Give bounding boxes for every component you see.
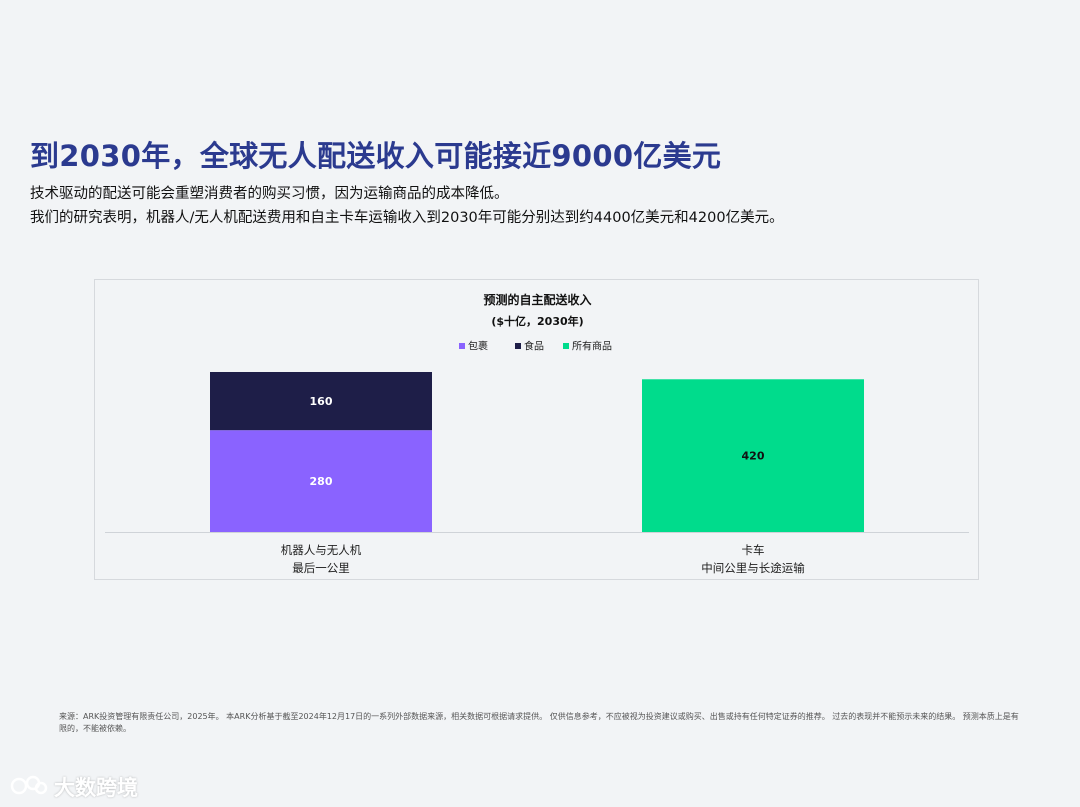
x-tick-label: 机器人与无人机 bbox=[281, 543, 362, 557]
chart-container: 预测的自主配送收入 ($十亿，2030年) 包裹 食品 所有商品 280 160 机器人与无人… bbox=[94, 279, 979, 580]
x-tick-label: 卡车 bbox=[742, 543, 765, 557]
bar-segment bbox=[210, 372, 432, 431]
chart-subtitle: ($十亿，2030年) bbox=[491, 314, 583, 328]
legend-label: 包裹 bbox=[468, 340, 488, 353]
bar-segment bbox=[210, 430, 432, 532]
bar-value-label: 160 bbox=[310, 395, 333, 408]
legend-label: 食品 bbox=[524, 340, 544, 353]
bar-value-label: 280 bbox=[310, 475, 333, 488]
bar-segment bbox=[642, 379, 864, 532]
legend-swatch bbox=[515, 343, 521, 349]
page-subtitle-1: 技术驱动的配送可能会重塑消费者的购买习惯，因为运输商品的成本降低。 bbox=[30, 186, 509, 202]
legend-swatch bbox=[459, 343, 465, 349]
page-subtitle-2: 我们的研究表明，机器人/无人机配送费用和自主卡车运输收入到2030年可能分别达到… bbox=[30, 210, 784, 226]
legend-label: 所有商品 bbox=[572, 340, 612, 353]
chart-svg: 预测的自主配送收入 ($十亿，2030年)包裹 食品 所有商品 280 160 机器人与无人… bbox=[105, 292, 969, 575]
legend-swatch bbox=[563, 343, 569, 349]
page-headline: 到2030年，全球无人配送收入可能接近9000亿美元 bbox=[30, 139, 722, 173]
watermark-text: 大数跨境 bbox=[54, 776, 138, 800]
watermark: 大数跨境 bbox=[10, 772, 138, 802]
chart-title: 预测的自主配送收入 bbox=[483, 292, 591, 307]
bar-value-label: 420 bbox=[742, 450, 765, 463]
watermark-logo-icon bbox=[10, 775, 48, 795]
x-tick-label: 最后一公里 bbox=[292, 561, 350, 575]
x-tick-label: 中间公里与长途运输 bbox=[701, 561, 805, 575]
source-footnote: 来源：ARK投资管理有限责任公司，2025年。 本ARK分析基于截至2024年1… bbox=[59, 712, 1019, 733]
